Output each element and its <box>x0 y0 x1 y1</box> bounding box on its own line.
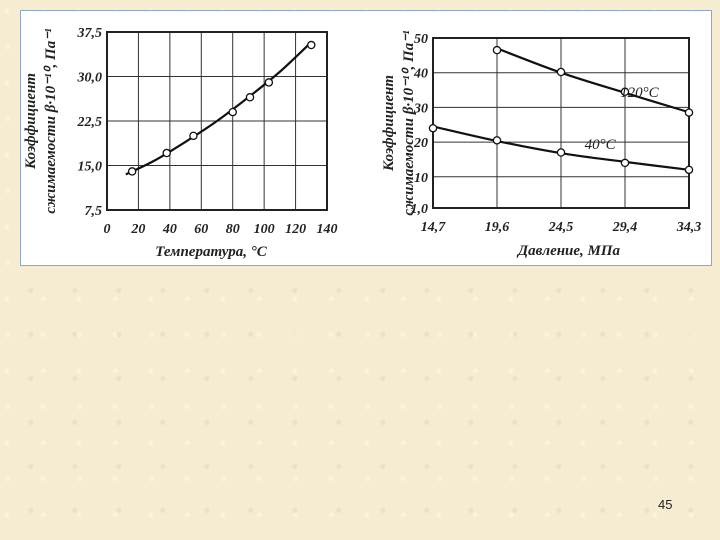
chart2-series-1-line <box>496 47 690 114</box>
chart1-series-1-point <box>228 107 237 117</box>
chart1-series-1-point <box>162 148 171 158</box>
chart2-y-tick-label: 40 <box>413 67 428 82</box>
charts-svg: 0 20 40 60 80 100 120 140 7,5 15,0 22,5 30,0 37,5 Тем… <box>23 26 702 260</box>
chart2-series-1-point <box>620 87 630 97</box>
chart1-x-tick-label: 0 <box>104 222 111 237</box>
page-number: 45 <box>658 497 673 512</box>
chart1-x-axis-title: Температура, °C <box>155 244 267 260</box>
chart1-x-tick-label: 40 <box>162 222 177 237</box>
chart2-series-2-point <box>684 165 694 175</box>
chart2-series-2-point <box>492 136 502 145</box>
chart1-series-1-point <box>307 40 316 50</box>
chart2-y-axis-title-line1: Коэффициент <box>381 75 397 172</box>
figure-panel: 0 20 40 60 80 100 120 140 7,5 15,0 22,5 30,0 37,5 Тем… <box>20 10 712 266</box>
chart2-series-2-point <box>620 158 630 168</box>
chart1-series-1-line <box>125 41 313 176</box>
chart2-series-1-label: 120°C <box>620 85 659 101</box>
chart2-series-2-point <box>556 148 566 157</box>
chart1-x-tick-label: 100 <box>254 222 275 237</box>
chart1-y-tick-label: 7,5 <box>85 204 103 219</box>
chart2-series-1-point <box>684 108 694 117</box>
chart1-y-axis-title-line2: сжимаемости β·10⁻¹⁰, Па⁻¹ <box>43 28 59 213</box>
chart2-x-tick-label: 34,3 <box>676 220 702 235</box>
chart2-x-tick-label: 29,4 <box>612 220 638 235</box>
chart2-y-tick-label: 30 <box>413 101 428 116</box>
chart1-x-tick-label: 140 <box>317 222 338 237</box>
chart1-y-tick-label: 37,5 <box>77 26 103 41</box>
chart2-y-tick-label: 10 <box>414 171 428 186</box>
chart2-y-axis-title-line2: сжимаемости β·10⁻¹⁰, Па⁻¹ <box>401 30 417 215</box>
chart1-y-tick-label: 22,5 <box>77 115 103 130</box>
chart1-series-1-point <box>189 131 198 141</box>
chart2-x-tick-label: 14,7 <box>421 220 447 235</box>
chart2-y-tick-label: 20 <box>413 136 428 151</box>
chart2-series-1-point <box>492 45 502 55</box>
chart1-x-tick-label: 20 <box>130 222 145 237</box>
chart1-y-axis-title-line1: Коэффициент <box>23 73 39 170</box>
chart1-y-tick-label: 15,0 <box>78 160 103 175</box>
chart1-x-tick-label: 80 <box>226 222 240 237</box>
chart1-frame <box>106 31 328 211</box>
chart2-y-tick-label: 1,0 <box>411 202 429 217</box>
chart1-y-tick-label: 30,0 <box>77 71 103 86</box>
chart1-series-1-point <box>127 167 137 176</box>
chart2-y-tick-label: 50 <box>414 32 428 47</box>
chart1-series-1-point <box>245 93 255 102</box>
chart1-series-1-point <box>264 78 274 87</box>
chart1-x-tick-label: 60 <box>194 222 208 237</box>
chart2-series-2-label: 40°C <box>585 137 617 153</box>
chart2-x-tick-label: 19,6 <box>485 220 510 235</box>
chart1-x-tick-label: 120 <box>285 222 306 237</box>
chart2-frame <box>432 37 690 209</box>
chart2-x-axis-title: Давление, МПа <box>516 243 621 259</box>
chart2-x-tick-label: 24,5 <box>548 220 574 235</box>
chart2-series-1-point <box>556 67 566 77</box>
chart2-series-2-point <box>428 123 438 133</box>
